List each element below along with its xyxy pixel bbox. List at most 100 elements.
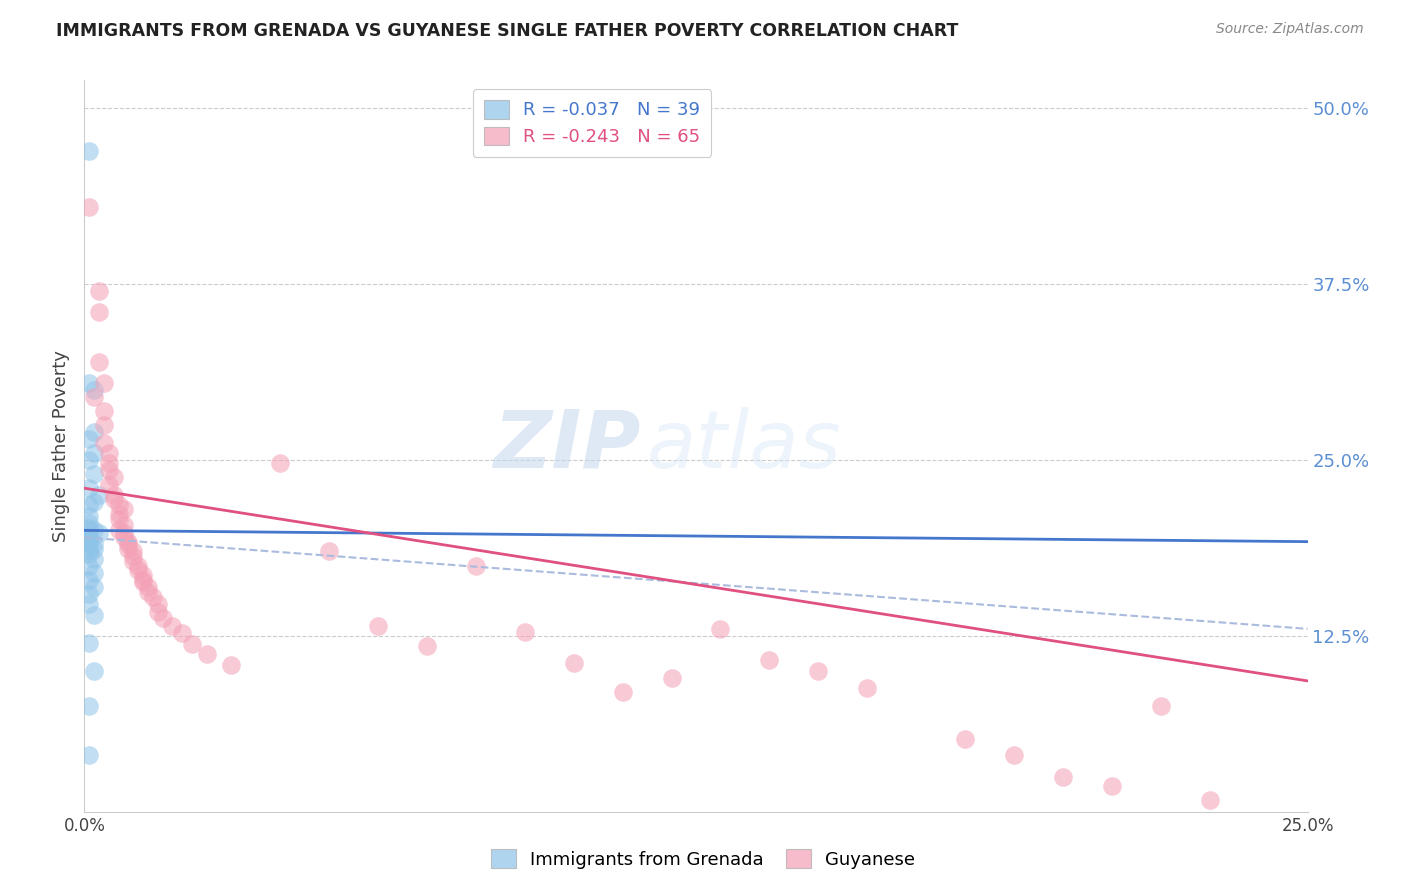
Point [77,520,100,534]
Point [93,376,115,390]
Point [1101,780,1123,794]
Point [132,573,155,587]
Point [97,478,120,492]
Point [146,605,169,619]
Point [83,446,105,460]
Point [77,533,100,548]
Point [77,376,100,390]
Point [77,524,100,538]
Point [107,524,129,538]
Point [77,453,100,467]
Y-axis label: Single Father Poverty: Single Father Poverty [52,350,70,542]
Point [83,551,105,566]
Point [136,580,159,594]
Point [87,285,110,299]
Point [562,656,585,670]
Point [146,597,169,611]
Point [112,502,135,516]
Point [107,507,129,521]
Point [77,432,100,446]
Point [77,144,100,158]
Point [77,544,100,558]
Text: Source: ZipAtlas.com: Source: ZipAtlas.com [1216,22,1364,37]
Point [87,488,110,502]
Point [172,626,194,640]
Point [93,436,115,450]
Point [661,671,683,685]
Point [112,517,135,532]
Point [758,653,780,667]
Point [162,619,184,633]
Point [122,544,145,558]
Point [77,534,100,549]
Point [103,470,125,484]
Point [181,637,204,651]
Point [77,558,100,573]
Point [77,530,100,544]
Point [107,512,129,526]
Point [219,658,242,673]
Point [1150,699,1173,714]
Point [416,639,439,653]
Text: IMMIGRANTS FROM GRENADA VS GUYANESE SINGLE FATHER POVERTY CORRELATION CHART: IMMIGRANTS FROM GRENADA VS GUYANESE SING… [56,22,959,40]
Point [127,558,149,573]
Point [83,580,105,594]
Point [1002,748,1025,763]
Point [367,619,389,633]
Point [83,425,105,439]
Point [132,575,155,590]
Point [93,404,115,418]
Point [77,587,100,601]
Point [87,354,110,368]
Point [77,547,100,561]
Point [318,544,340,558]
Point [83,664,105,678]
Point [807,664,830,678]
Point [77,541,100,555]
Point [97,456,120,470]
Point [142,590,165,604]
Point [83,495,105,509]
Point [83,383,105,397]
Point [77,516,100,531]
Point [117,537,139,551]
Point [953,731,976,746]
Point [97,463,120,477]
Legend: Immigrants from Grenada, Guyanese: Immigrants from Grenada, Guyanese [484,842,922,876]
Point [122,549,145,563]
Point [195,647,218,661]
Point [83,566,105,580]
Point [83,524,105,538]
Point [152,610,174,624]
Point [127,563,149,577]
Point [269,456,291,470]
Point [612,685,634,699]
Point [112,530,135,544]
Point [87,305,110,319]
Point [107,498,129,512]
Point [93,417,115,432]
Point [83,537,105,551]
Point [103,492,125,507]
Point [132,568,155,582]
Text: atlas: atlas [647,407,842,485]
Point [77,573,100,587]
Point [77,481,100,495]
Point [77,529,100,543]
Point [122,554,145,568]
Point [77,509,100,524]
Point [87,526,110,541]
Point [83,467,105,482]
Point [103,488,125,502]
Point [112,526,135,541]
Text: ZIP: ZIP [494,407,641,485]
Point [856,681,879,695]
Point [1198,793,1220,807]
Point [77,748,100,763]
Point [136,585,159,599]
Point [513,624,536,639]
Point [709,622,731,636]
Point [77,636,100,650]
Point [77,200,100,214]
Point [97,446,120,460]
